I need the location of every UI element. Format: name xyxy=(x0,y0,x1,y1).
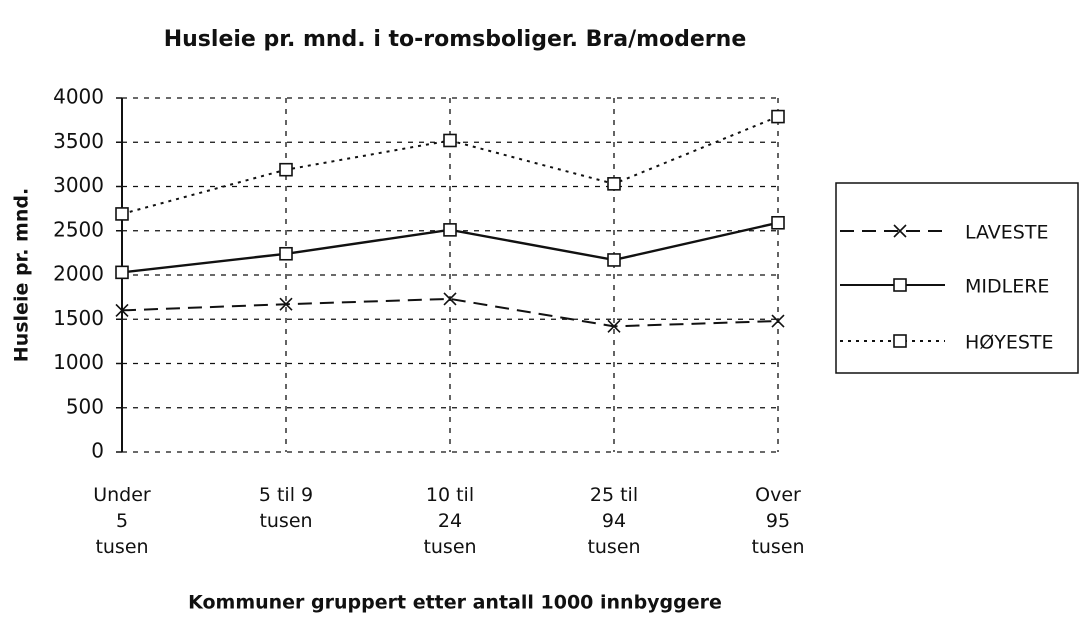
y-tick-label: 0 xyxy=(91,439,104,463)
x-tick-label: 25 til 94 tusen xyxy=(587,484,641,558)
marker xyxy=(771,109,785,124)
y-axis-label: Husleie pr. mnd. xyxy=(11,188,33,362)
y-tick-label: 500 xyxy=(66,394,104,418)
marker xyxy=(893,334,907,348)
y-tick-label: 2000 xyxy=(53,262,104,286)
marker xyxy=(771,314,785,328)
marker xyxy=(607,319,621,333)
y-tick-label: 4000 xyxy=(53,85,104,109)
marker xyxy=(279,246,293,261)
legend-label: MIDLERE xyxy=(965,276,1049,298)
marker xyxy=(443,133,457,148)
x-tick-label: Over 95 tusen xyxy=(751,484,805,558)
marker xyxy=(115,265,129,280)
marker xyxy=(607,177,621,191)
y-tick-label: 2500 xyxy=(53,217,104,241)
marker xyxy=(771,215,785,230)
x-axis-label: Kommuner gruppert etter antall 1000 innb… xyxy=(188,592,722,614)
marker xyxy=(607,253,621,267)
marker xyxy=(279,297,293,311)
y-tick-label: 1000 xyxy=(53,350,104,374)
marker xyxy=(443,292,457,306)
y-tick-label: 1500 xyxy=(53,306,104,330)
y-tick-label: 3000 xyxy=(53,173,104,197)
marker xyxy=(893,278,907,292)
marker xyxy=(115,303,129,317)
chart-title: Husleie pr. mnd. i to-romsboliger. Bra/m… xyxy=(164,27,747,52)
x-tick-label: 5 til 9 tusen xyxy=(258,484,314,532)
marker xyxy=(279,162,293,177)
legend-label: LAVESTE xyxy=(965,222,1048,244)
marker xyxy=(115,207,129,221)
marker xyxy=(893,224,907,238)
legend-label: HØYESTE xyxy=(965,332,1054,354)
marker xyxy=(443,223,457,237)
x-tick-label: Under 5 tusen xyxy=(93,484,151,558)
y-tick-label: 3500 xyxy=(53,129,104,153)
x-tick-label: 10 til 24 tusen xyxy=(423,484,477,558)
legend-box xyxy=(835,182,1079,374)
